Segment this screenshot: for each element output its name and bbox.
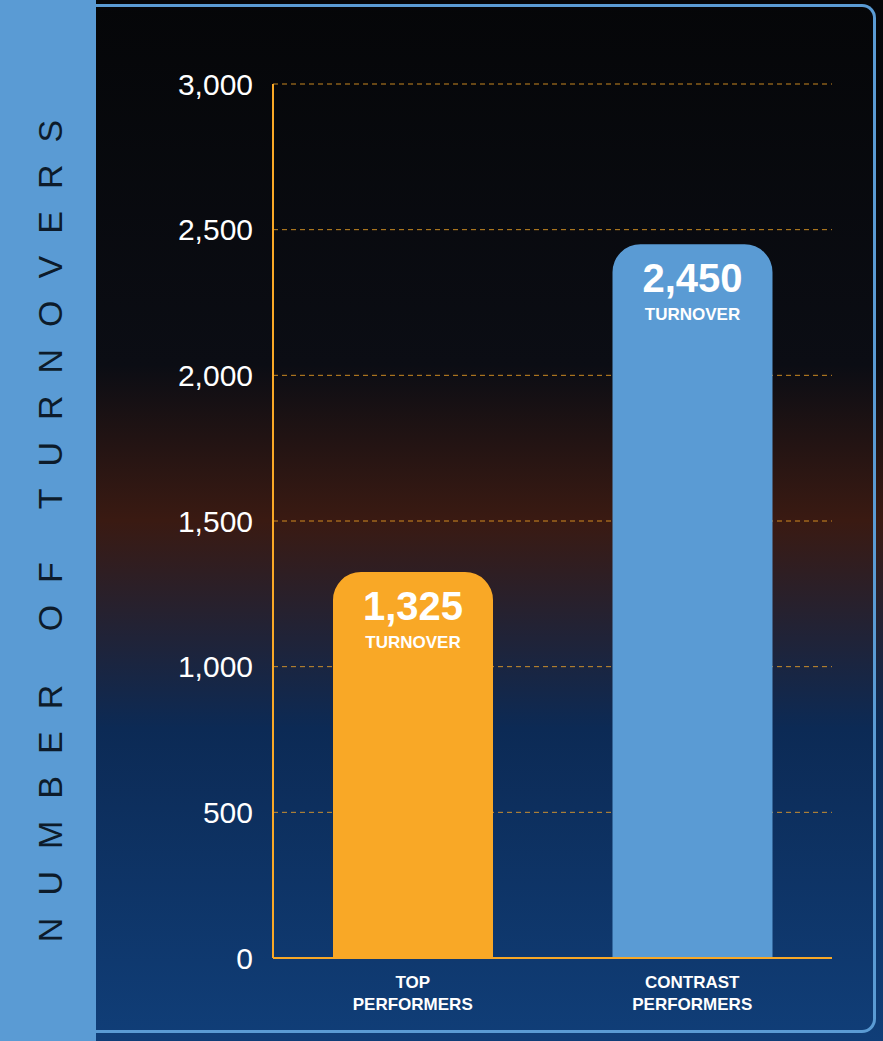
svg-text:1,000: 1,000: [178, 650, 253, 683]
svg-text:1,500: 1,500: [178, 505, 253, 538]
svg-text:2,000: 2,000: [178, 359, 253, 392]
svg-text:PERFORMERS: PERFORMERS: [353, 995, 473, 1014]
svg-text:PERFORMERS: PERFORMERS: [632, 995, 752, 1014]
svg-text:NUMBER OF TURNOVERS: NUMBER OF TURNOVERS: [31, 98, 69, 942]
svg-text:2,450: 2,450: [642, 256, 742, 300]
svg-text:3,000: 3,000: [178, 68, 253, 101]
svg-text:2,500: 2,500: [178, 213, 253, 246]
svg-text:CONTRAST: CONTRAST: [645, 973, 740, 992]
svg-text:500: 500: [203, 796, 253, 829]
svg-text:0: 0: [236, 942, 253, 975]
svg-text:TURNOVER: TURNOVER: [365, 633, 460, 652]
svg-text:TURNOVER: TURNOVER: [645, 305, 740, 324]
svg-text:TOP: TOP: [395, 973, 430, 992]
svg-text:1,325: 1,325: [363, 584, 463, 628]
